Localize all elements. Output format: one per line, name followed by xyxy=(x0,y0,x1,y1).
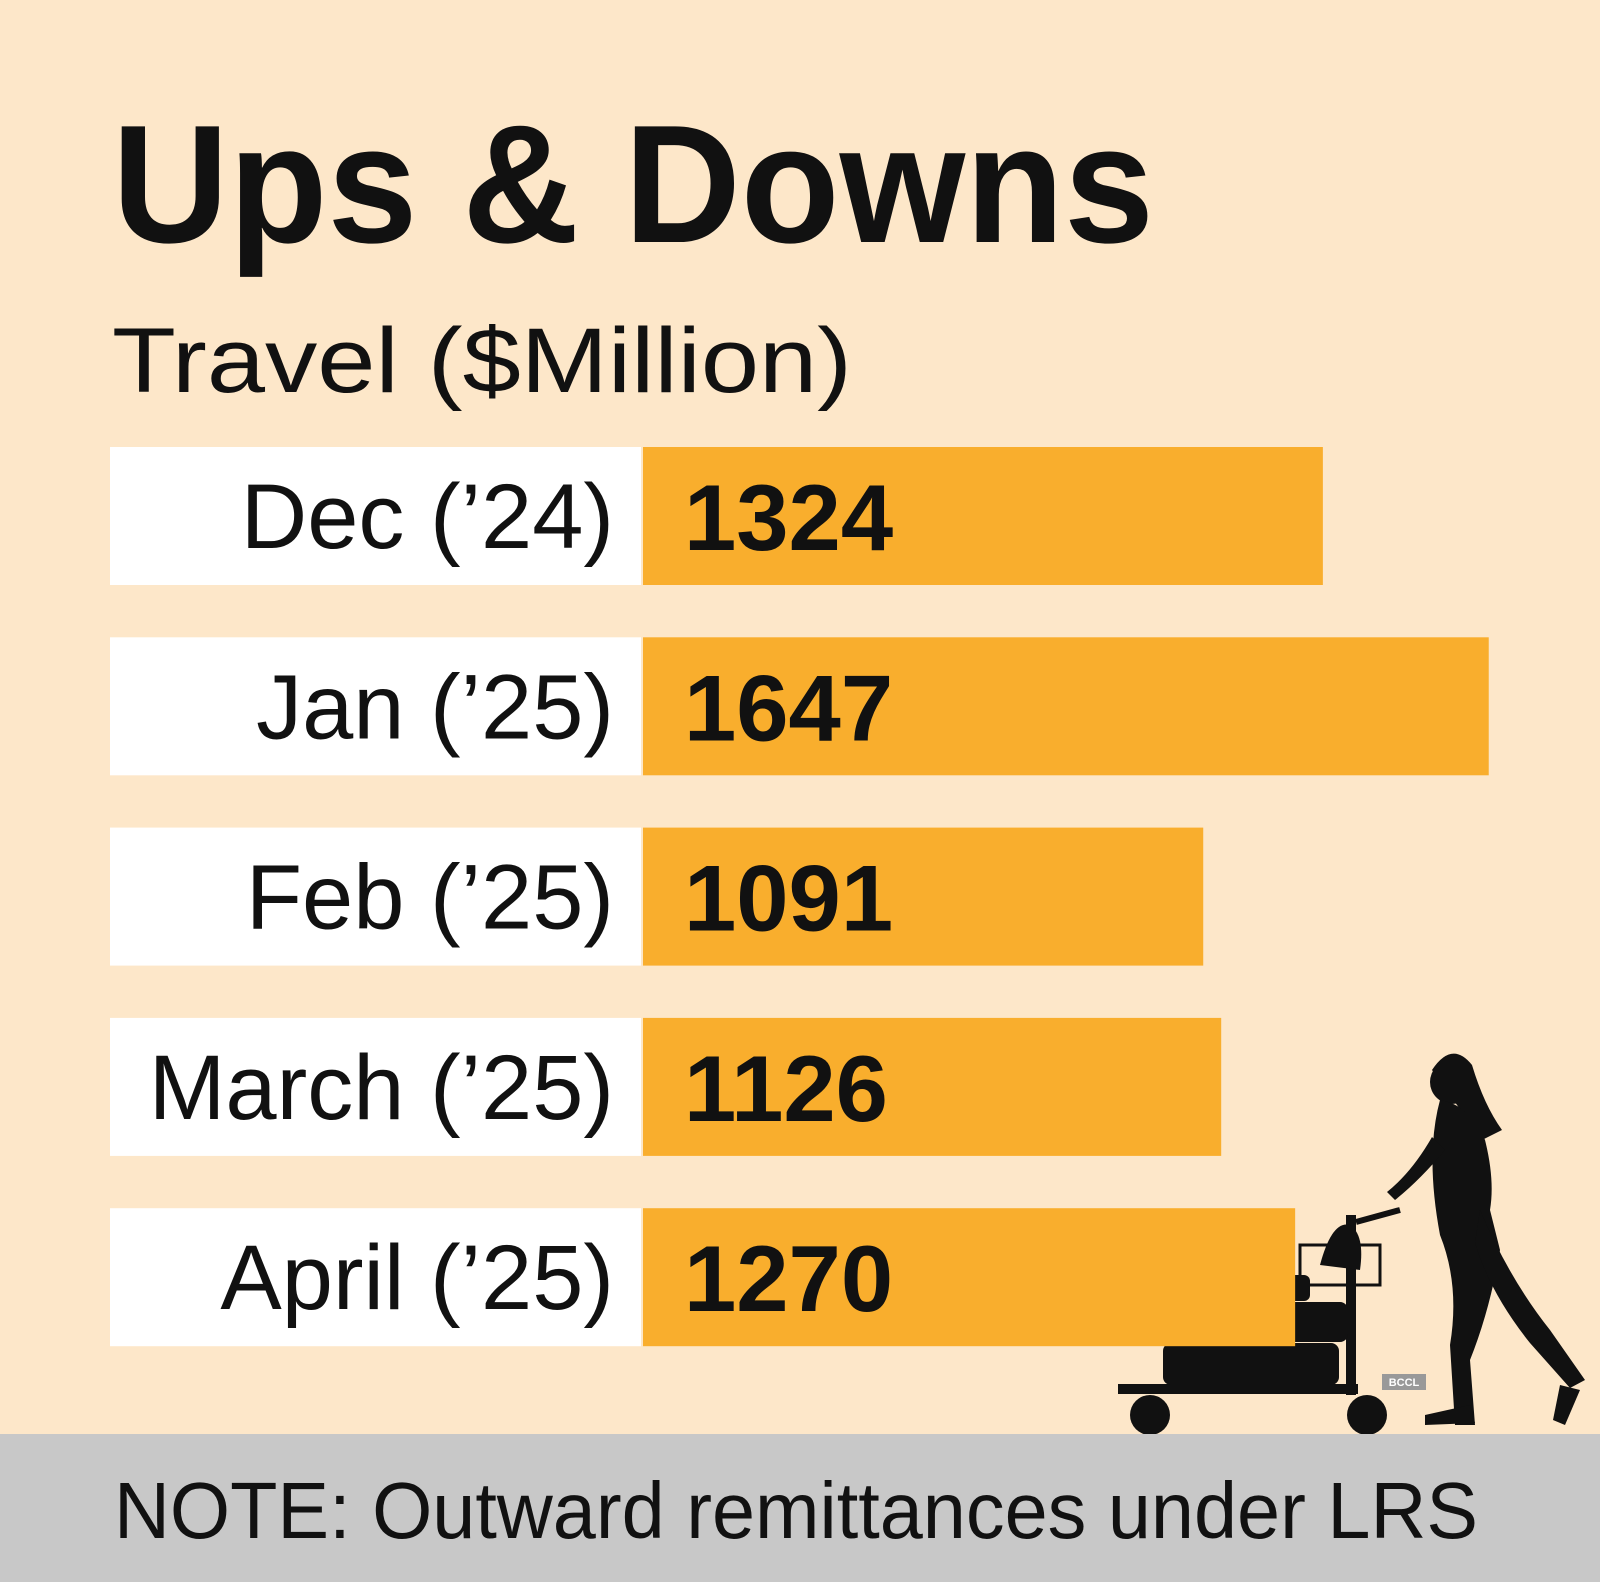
value-label: 1324 xyxy=(684,465,893,570)
category-label: Feb (’25) xyxy=(246,847,614,949)
chart-subtitle: Travel ($Million) xyxy=(112,310,852,412)
label-box xyxy=(110,827,641,966)
category-label: Jan (’25) xyxy=(256,656,614,758)
label-box xyxy=(110,1017,641,1156)
chart-title: Ups & Downs xyxy=(112,90,1154,278)
credit-box xyxy=(1382,1374,1426,1390)
credit: BCCL xyxy=(1389,1377,1420,1389)
label-box xyxy=(110,447,641,585)
category-label: Dec (’24) xyxy=(241,466,614,568)
bar xyxy=(643,827,1204,966)
value-label: 1270 xyxy=(684,1226,893,1331)
value-label: 1126 xyxy=(684,1036,888,1141)
note-band xyxy=(0,1434,1600,1582)
bar xyxy=(643,1208,1296,1347)
note: NOTE: Outward remittances under LRS xyxy=(114,1466,1478,1555)
value-label: 1091 xyxy=(684,846,893,951)
bar xyxy=(643,447,1323,585)
bar xyxy=(643,637,1489,776)
label-box xyxy=(110,1208,641,1347)
category-label: April (’25) xyxy=(220,1227,614,1329)
category-label: March (’25) xyxy=(149,1037,614,1139)
bar xyxy=(643,1017,1222,1156)
label-box xyxy=(110,637,641,776)
value-label: 1647 xyxy=(684,655,893,760)
